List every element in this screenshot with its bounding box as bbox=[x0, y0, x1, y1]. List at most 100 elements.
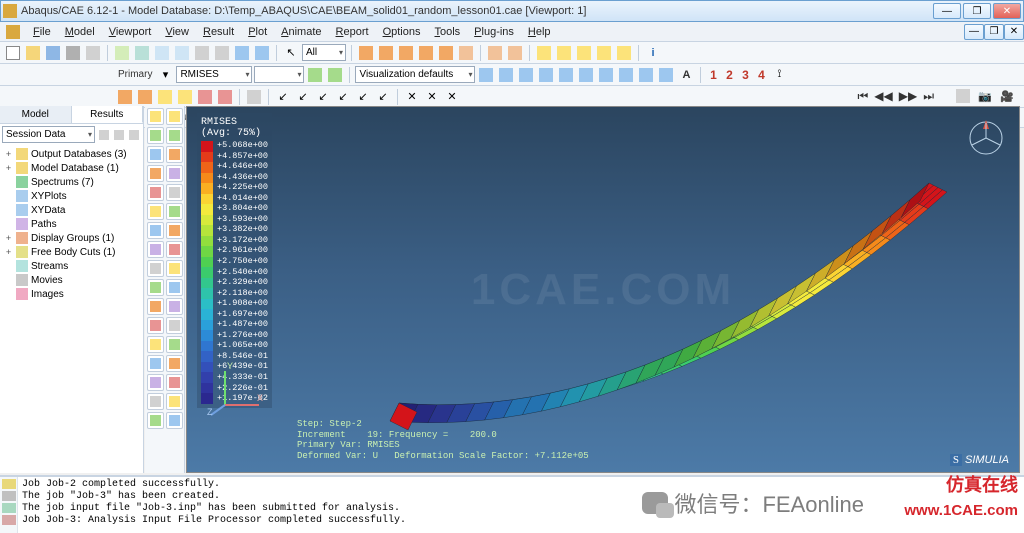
viewport[interactable]: 1CAE.COM RMISES (Avg: 75%) +5.068e+00+4.… bbox=[186, 106, 1020, 473]
ts-btn-19[interactable] bbox=[166, 279, 183, 296]
x3[interactable]: ✕ bbox=[443, 88, 461, 106]
tree-item[interactable]: Streams bbox=[2, 259, 141, 273]
x1[interactable]: ✕ bbox=[403, 88, 421, 106]
lp-i3[interactable] bbox=[127, 128, 141, 142]
last-frame-button[interactable]: ⏭ bbox=[923, 89, 934, 104]
menu-view[interactable]: View bbox=[158, 24, 196, 40]
ts-btn-31[interactable] bbox=[166, 393, 183, 410]
msg-i2[interactable] bbox=[2, 491, 16, 501]
ts-btn-9[interactable] bbox=[166, 184, 183, 201]
view-preset-4[interactable]: 4 bbox=[754, 68, 768, 82]
tree-item[interactable]: +Display Groups (1) bbox=[2, 231, 141, 245]
c6[interactable] bbox=[216, 88, 234, 106]
zoom-box-button[interactable] bbox=[173, 44, 191, 62]
tree-item[interactable]: +Output Databases (3) bbox=[2, 147, 141, 161]
tree-item[interactable]: +Model Database (1) bbox=[2, 161, 141, 175]
ts-btn-27[interactable] bbox=[166, 355, 183, 372]
ts-btn-11[interactable] bbox=[166, 203, 183, 220]
mdi-close-button[interactable]: ✕ bbox=[1004, 24, 1024, 40]
ts-btn-5[interactable] bbox=[166, 146, 183, 163]
assy4-button[interactable] bbox=[595, 44, 613, 62]
ts-btn-7[interactable] bbox=[166, 165, 183, 182]
video-button[interactable]: 🎥 bbox=[998, 87, 1016, 105]
c7[interactable] bbox=[245, 88, 263, 106]
render3-button[interactable] bbox=[397, 44, 415, 62]
view2-button[interactable] bbox=[253, 44, 271, 62]
ts-btn-1[interactable] bbox=[166, 108, 183, 125]
c3[interactable] bbox=[156, 88, 174, 106]
cursor-button[interactable]: ↖ bbox=[282, 44, 300, 62]
ts-btn-20[interactable] bbox=[147, 298, 164, 315]
msg-i4[interactable] bbox=[2, 515, 16, 525]
ax5[interactable]: ↙ bbox=[354, 88, 372, 106]
ax2[interactable]: ↙ bbox=[294, 88, 312, 106]
pan-button[interactable] bbox=[113, 44, 131, 62]
vzA[interactable]: A bbox=[677, 66, 695, 84]
menu-file[interactable]: File bbox=[26, 24, 58, 40]
vz4[interactable] bbox=[537, 66, 555, 84]
tree-item[interactable]: XYPlots bbox=[2, 189, 141, 203]
snap1-button[interactable] bbox=[954, 87, 972, 105]
ts-btn-29[interactable] bbox=[166, 374, 183, 391]
ts-btn-10[interactable] bbox=[147, 203, 164, 220]
render1-button[interactable] bbox=[357, 44, 375, 62]
tree-item[interactable]: XYData bbox=[2, 203, 141, 217]
prev-frame-button[interactable]: ◀◀ bbox=[874, 89, 892, 104]
print2-button[interactable] bbox=[84, 44, 102, 62]
x2[interactable]: ✕ bbox=[423, 88, 441, 106]
autofit-button[interactable] bbox=[213, 44, 231, 62]
tree-item[interactable]: Movies bbox=[2, 273, 141, 287]
bwd-button[interactable] bbox=[326, 66, 344, 84]
assy1-button[interactable] bbox=[535, 44, 553, 62]
ts-btn-14[interactable] bbox=[147, 241, 164, 258]
fwd-button[interactable] bbox=[306, 66, 324, 84]
ts-btn-22[interactable] bbox=[147, 317, 164, 334]
ts-btn-2[interactable] bbox=[147, 127, 164, 144]
menu-report[interactable]: Report bbox=[329, 24, 376, 40]
tree-item[interactable]: Paths bbox=[2, 217, 141, 231]
render6-button[interactable] bbox=[457, 44, 475, 62]
persp-button[interactable] bbox=[486, 44, 504, 62]
ts-btn-28[interactable] bbox=[147, 374, 164, 391]
persp2-button[interactable] bbox=[506, 44, 524, 62]
ax4[interactable]: ↙ bbox=[334, 88, 352, 106]
assy5-button[interactable] bbox=[615, 44, 633, 62]
mdi-min-button[interactable]: — bbox=[964, 24, 984, 40]
ts-btn-3[interactable] bbox=[166, 127, 183, 144]
tree-item[interactable]: Images bbox=[2, 287, 141, 301]
ts-btn-13[interactable] bbox=[166, 222, 183, 239]
rotate-button[interactable] bbox=[133, 44, 151, 62]
assy3-button[interactable] bbox=[575, 44, 593, 62]
primary-combo[interactable]: RMISES bbox=[176, 66, 252, 83]
all-combo[interactable]: All bbox=[302, 44, 346, 61]
vz8[interactable] bbox=[617, 66, 635, 84]
view-preset-3[interactable]: 3 bbox=[738, 68, 752, 82]
ts-btn-18[interactable] bbox=[147, 279, 164, 296]
render2-button[interactable] bbox=[377, 44, 395, 62]
render5-button[interactable] bbox=[437, 44, 455, 62]
ts-btn-12[interactable] bbox=[147, 222, 164, 239]
minimize-button[interactable]: — bbox=[933, 3, 961, 19]
ax1[interactable]: ↙ bbox=[274, 88, 292, 106]
print-button[interactable] bbox=[64, 44, 82, 62]
lp-i1[interactable] bbox=[97, 128, 111, 142]
session-combo[interactable]: Session Data bbox=[2, 126, 95, 143]
view-compass[interactable] bbox=[965, 117, 1007, 159]
tab-model[interactable]: Model bbox=[0, 106, 72, 123]
c2[interactable] bbox=[136, 88, 154, 106]
ts-btn-25[interactable] bbox=[166, 336, 183, 353]
msg-i1[interactable] bbox=[2, 479, 16, 489]
vz2[interactable] bbox=[497, 66, 515, 84]
msg-i3[interactable] bbox=[2, 503, 16, 513]
ts-btn-26[interactable] bbox=[147, 355, 164, 372]
ts-btn-15[interactable] bbox=[166, 241, 183, 258]
ts-btn-33[interactable] bbox=[166, 412, 183, 429]
ts-btn-8[interactable] bbox=[147, 184, 164, 201]
c5[interactable] bbox=[196, 88, 214, 106]
zoom-button[interactable] bbox=[153, 44, 171, 62]
vz9[interactable] bbox=[637, 66, 655, 84]
first-frame-button[interactable]: ⏮ bbox=[857, 89, 868, 104]
component-combo[interactable] bbox=[254, 66, 304, 83]
maximize-button[interactable]: ❐ bbox=[963, 3, 991, 19]
primary-dd[interactable]: ▾ bbox=[156, 66, 174, 84]
